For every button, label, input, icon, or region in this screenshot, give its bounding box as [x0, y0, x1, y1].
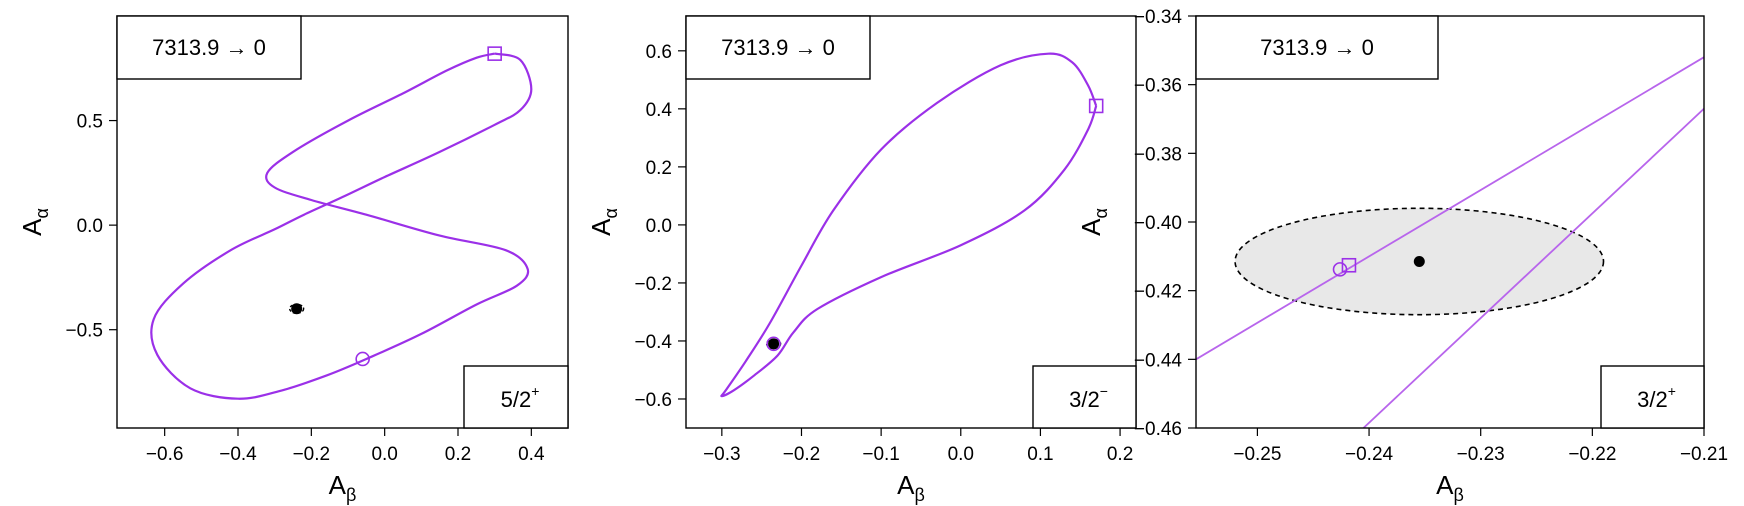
y-tick-label: −0.38: [1134, 144, 1182, 165]
y-tick-label: 0.0: [646, 216, 672, 237]
x-axis-label: Aβ: [1436, 470, 1464, 505]
circle-marker: [355, 351, 370, 367]
measured-point: [768, 338, 780, 350]
spin-label: 3/2+: [1637, 383, 1676, 412]
y-tick-label: 0.0: [77, 216, 103, 237]
chart-panel-3: −0.25 −0.24 −0.23 −0.22 −0.21 −0.46 −0.44 −0.42…: [1076, 7, 1728, 505]
x-tick-label: −0.1: [862, 444, 900, 465]
y-tick-label: −0.40: [1134, 213, 1182, 234]
y-axis-label: Aα: [17, 208, 52, 236]
plot-area: [720, 52, 1104, 398]
x-tick-label: 0.0: [948, 444, 974, 465]
square-marker: [487, 46, 502, 61]
y-tick-label: −0.46: [1134, 419, 1182, 440]
y-axis-label: Aα: [586, 208, 621, 236]
y-axis-label: Aα: [1076, 208, 1111, 236]
x-axis-label: Aβ: [897, 470, 925, 505]
y-tick-label: −0.44: [1134, 350, 1183, 371]
x-tick-label: −0.2: [783, 444, 821, 465]
x-tick-label: 0.2: [1107, 444, 1133, 465]
x-tick-label: −0.22: [1568, 444, 1616, 465]
measured-point: [1413, 255, 1425, 267]
x-tick-label: −0.4: [219, 444, 257, 465]
y-tick-label: 0.2: [646, 158, 672, 179]
plot-area: [150, 46, 533, 400]
transition-label: 7313.9 → 0: [1260, 35, 1374, 60]
x-tick-label: −0.21: [1680, 444, 1728, 465]
x-tick-label: 0.0: [371, 444, 397, 465]
transition-label: 7313.9 → 0: [721, 35, 835, 60]
measured-point: [291, 303, 303, 315]
circle-marker: [766, 336, 781, 352]
circle-marker: [1332, 262, 1348, 277]
square-marker: [1341, 257, 1357, 273]
y-tick-label: 0.6: [646, 42, 672, 63]
mixing-ratio-curve: [720, 52, 1098, 398]
y-tick-label: −0.2: [634, 274, 672, 295]
x-axis-label: Aβ: [329, 470, 357, 505]
chart-panel-1: −0.6 −0.4 −0.2 0.0 0.2 0.4 −0.5 0.0 0.5 Aβ Aα 7313.…: [17, 15, 569, 505]
x-tick-label: 0.1: [1027, 444, 1053, 465]
transition-box: [116, 15, 302, 80]
x-tick-label: −0.2: [293, 444, 331, 465]
spin-label: 5/2+: [501, 383, 540, 412]
chart-panel-2: −0.3 −0.2 −0.1 0.0 0.1 0.2 −0.6 −0.4 −0.2 0.0 0.2 0…: [586, 15, 1137, 505]
transition-box: [685, 15, 871, 80]
y-tick-label: −0.5: [65, 321, 103, 342]
x-tick-label: −0.3: [703, 444, 741, 465]
spin-box: [1600, 365, 1705, 429]
x-tick-label: −0.25: [1233, 444, 1281, 465]
transition-label: 7313.9 → 0: [152, 35, 266, 60]
spin-box: [1032, 365, 1137, 429]
y-tick-label: 0.5: [77, 112, 103, 133]
curve-segment-1: [1196, 56, 1704, 361]
axes-frame: [116, 15, 569, 429]
x-tick-label: −0.23: [1457, 444, 1505, 465]
y-tick-label: −0.4: [634, 332, 672, 353]
x-tick-label: 0.2: [445, 444, 471, 465]
y-tick-label: 0.4: [646, 100, 673, 121]
y-tick-label: −0.6: [634, 390, 672, 411]
x-tick-label: −0.24: [1345, 444, 1394, 465]
mixing-ratio-curve: [150, 52, 533, 400]
plot-area: [1196, 56, 1704, 428]
y-tick-label: −0.34: [1134, 7, 1183, 28]
spin-label: 3/2−: [1069, 383, 1108, 412]
transition-box: [1195, 15, 1439, 80]
axes-frame: [685, 15, 1137, 429]
square-marker: [1088, 98, 1104, 114]
curve-segment-2: [1362, 108, 1704, 428]
spin-box: [463, 365, 569, 429]
y-tick-label: −0.42: [1134, 282, 1182, 303]
x-tick-label: 0.4: [518, 444, 545, 465]
y-tick-label: −0.36: [1134, 76, 1182, 97]
x-tick-label: −0.6: [146, 444, 184, 465]
